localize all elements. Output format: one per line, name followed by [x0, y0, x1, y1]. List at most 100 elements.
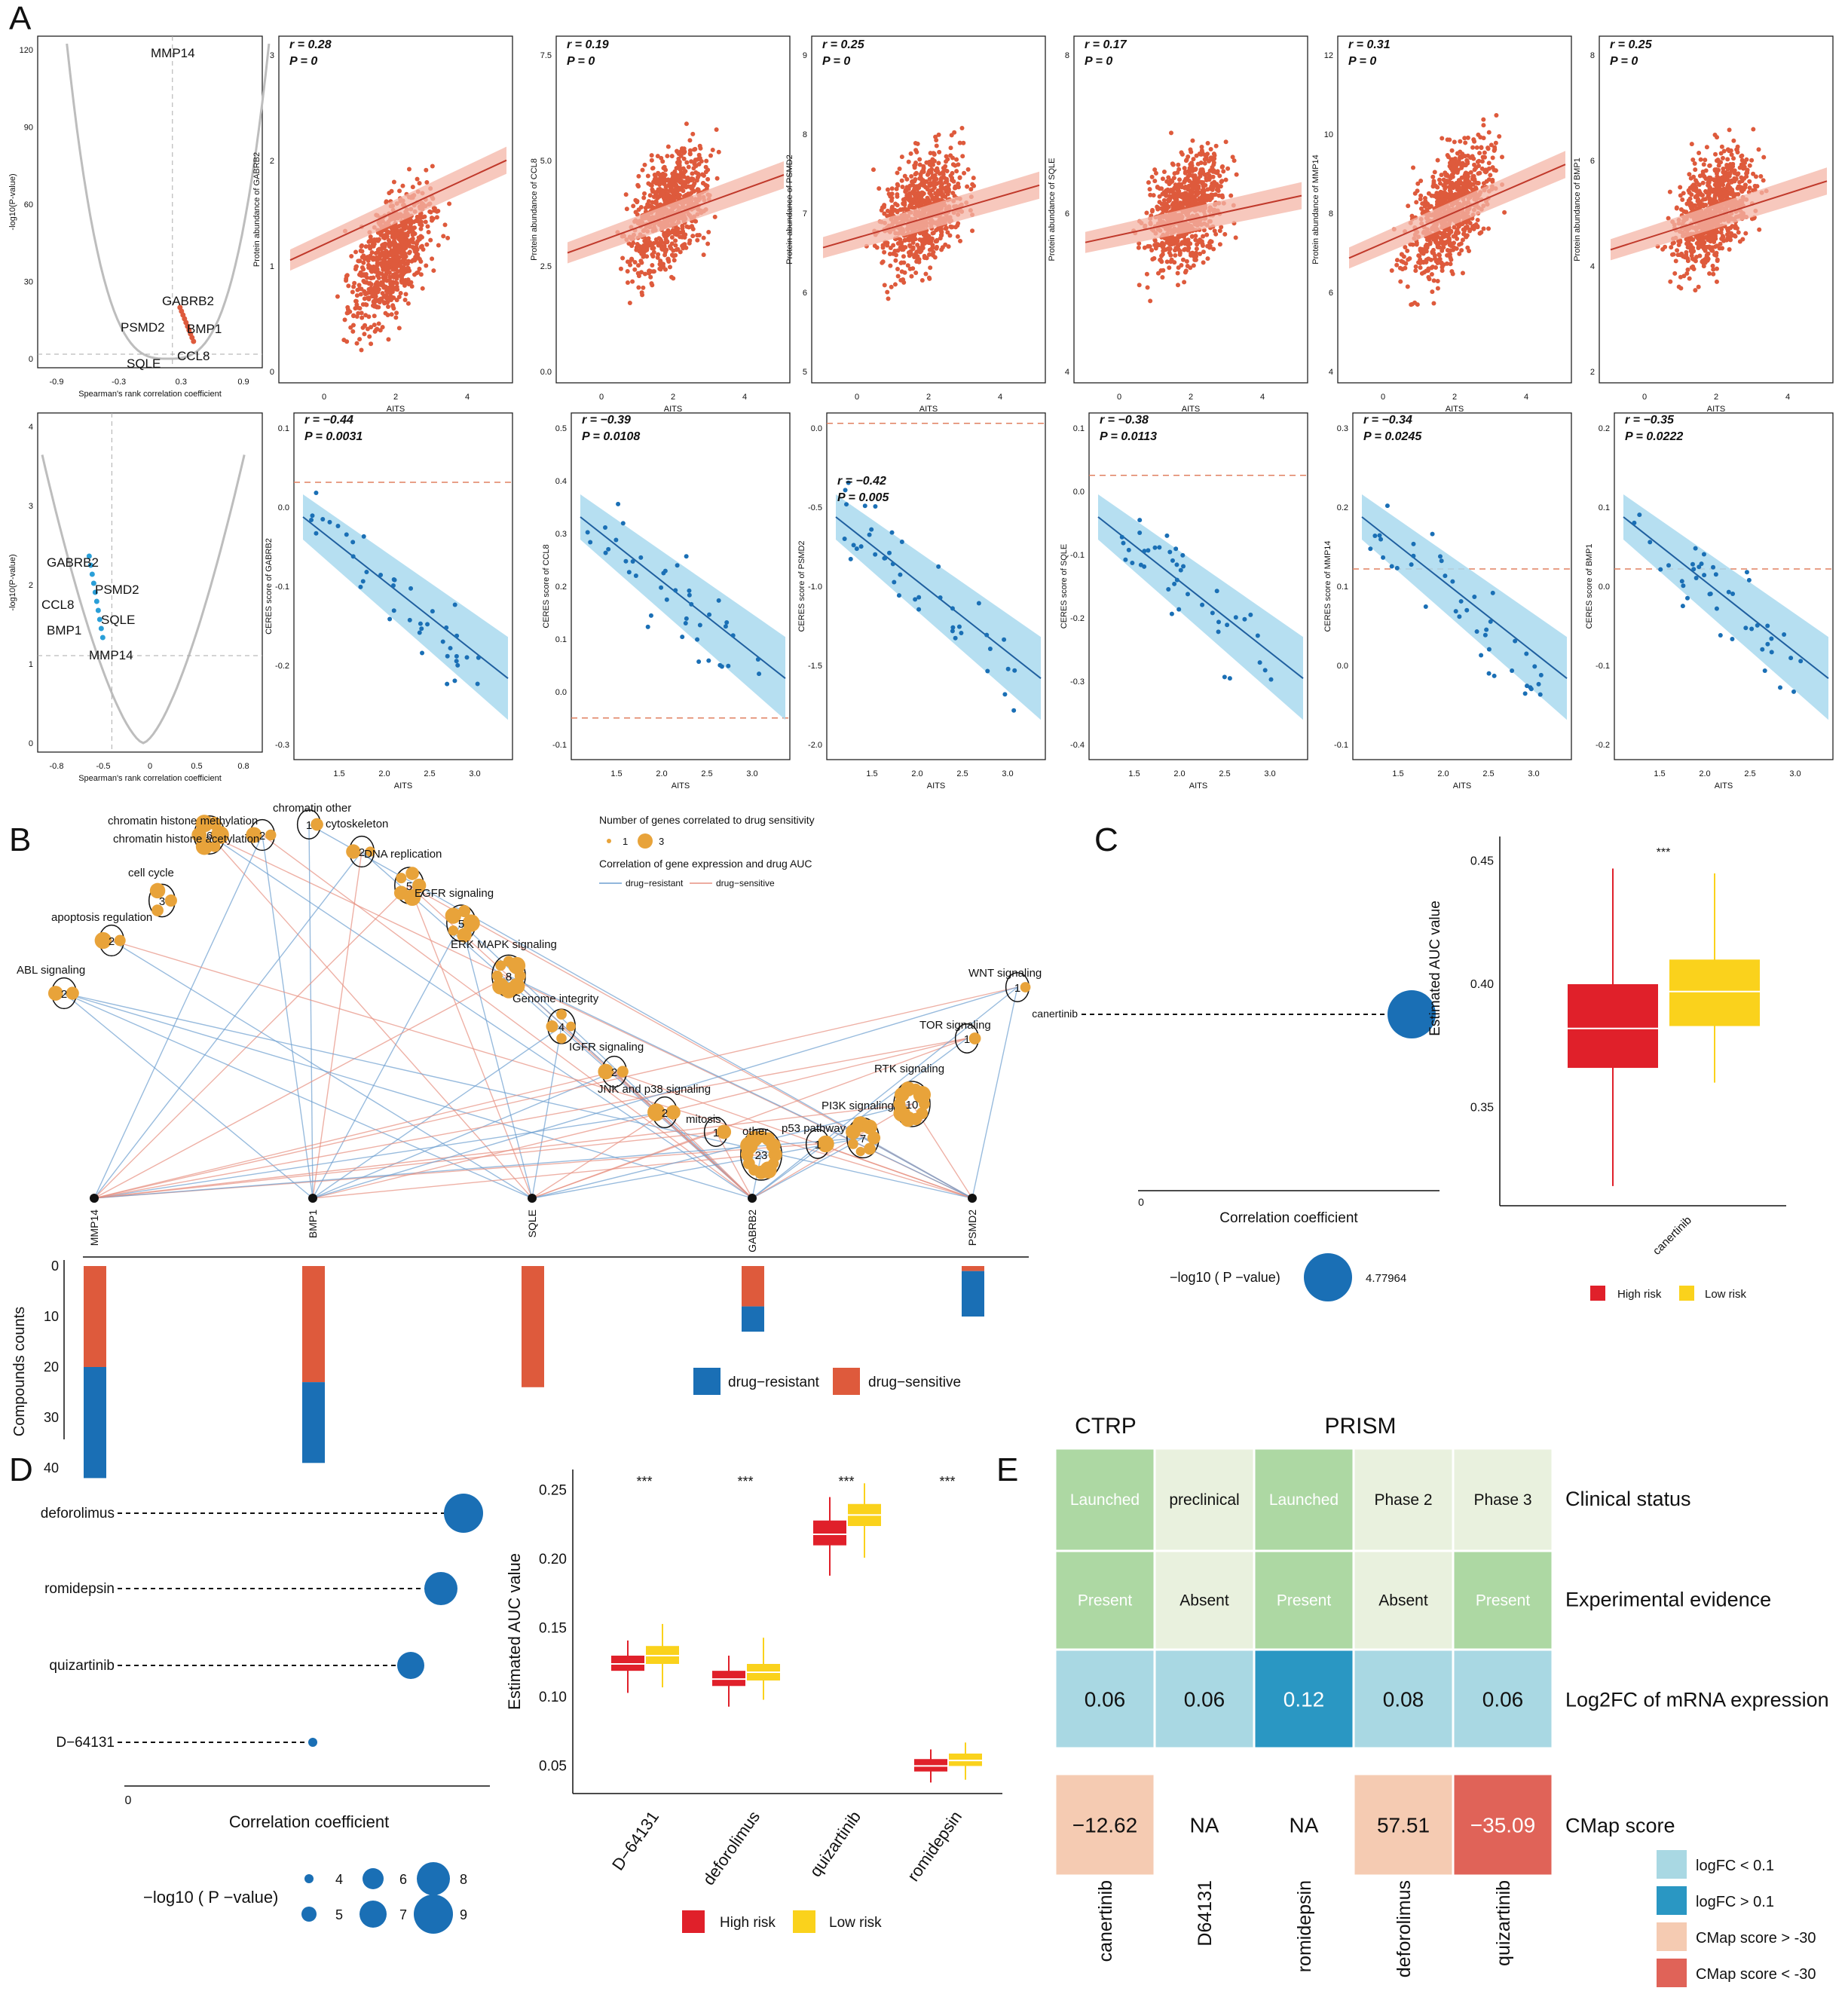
gene-label: CCL8 — [41, 598, 74, 612]
x-tick-label: 2 — [926, 393, 931, 402]
data-point — [1155, 204, 1160, 209]
data-point — [1464, 188, 1469, 193]
x-tick-label: 0.3 — [176, 378, 187, 387]
data-point — [1701, 162, 1706, 167]
data-point — [1160, 245, 1165, 250]
data-point — [1474, 180, 1479, 185]
data-point — [396, 294, 402, 299]
data-point — [1445, 152, 1450, 158]
data-point — [314, 491, 319, 496]
data-point — [898, 572, 903, 577]
data-point — [430, 609, 435, 614]
data-point — [1394, 262, 1400, 268]
highlight-point — [86, 553, 92, 559]
data-point — [687, 148, 693, 153]
data-point — [916, 249, 921, 254]
data-point — [350, 554, 356, 559]
data-point — [342, 317, 347, 323]
p-value: P = 0 — [289, 55, 317, 68]
data-point — [649, 158, 654, 163]
data-point — [918, 172, 923, 177]
x-axis-label: AITS — [672, 781, 690, 791]
data-point — [396, 326, 402, 331]
x-axis-label: AITS — [394, 781, 412, 791]
x-tick-label: 2 — [671, 393, 675, 402]
data-point — [1497, 134, 1502, 139]
plot-frame — [37, 412, 263, 753]
data-point — [899, 178, 904, 183]
data-point — [946, 244, 951, 249]
data-point — [1225, 166, 1231, 171]
data-point — [644, 254, 650, 259]
data-point — [902, 206, 907, 212]
data-point — [1648, 540, 1653, 545]
data-point — [1187, 173, 1192, 178]
data-point — [368, 276, 373, 281]
data-point — [909, 252, 914, 257]
y-axis-label: Protein abundance of GABRB2 — [252, 152, 262, 267]
data-point — [948, 145, 953, 151]
gene-label: CCL8 — [177, 349, 210, 363]
data-point — [1449, 269, 1455, 274]
data-point — [427, 209, 433, 214]
data-point — [1684, 271, 1690, 276]
data-point — [675, 563, 680, 568]
data-point — [686, 164, 691, 170]
data-point — [442, 222, 448, 228]
data-point — [687, 592, 692, 598]
data-point — [1692, 187, 1697, 192]
data-point — [689, 176, 694, 181]
data-point — [363, 244, 369, 249]
gene-label: PSMD2 — [95, 583, 139, 597]
panel-letter-d: D — [9, 1451, 33, 1488]
data-point — [1765, 641, 1770, 647]
data-point — [1172, 236, 1177, 241]
data-point — [620, 255, 626, 261]
data-point — [400, 265, 405, 270]
p-value: P = 0 — [567, 55, 595, 68]
data-point — [976, 601, 981, 606]
y-axis-label: CERES score of PSMD2 — [797, 540, 806, 632]
y-tick-label: -0.3 — [275, 741, 289, 750]
data-point — [360, 243, 365, 248]
y-tick-label: -0.2 — [1070, 614, 1085, 623]
data-point — [390, 283, 395, 288]
data-point — [1440, 197, 1445, 203]
data-point — [353, 249, 359, 255]
y-tick-label: 1 — [29, 660, 33, 669]
data-point — [415, 252, 421, 257]
data-point — [663, 188, 669, 193]
gene-label: SQLE — [101, 613, 135, 627]
data-point — [1678, 185, 1683, 190]
x-tick-label: 2.0 — [911, 769, 922, 778]
data-point — [1730, 161, 1736, 167]
data-point — [888, 245, 893, 250]
y-tick-label: 2.5 — [540, 262, 552, 271]
data-point — [1167, 242, 1173, 247]
data-point — [1743, 625, 1749, 631]
data-point — [1744, 570, 1749, 575]
data-point — [949, 133, 954, 138]
data-point — [1174, 562, 1179, 567]
data-point — [1431, 278, 1436, 283]
x-tick-label: 1.5 — [333, 769, 344, 778]
highlight-point — [98, 625, 104, 632]
data-point — [1696, 244, 1701, 249]
data-point — [335, 294, 340, 299]
data-point — [613, 537, 619, 543]
data-point — [389, 312, 394, 317]
data-point — [378, 296, 384, 301]
data-point — [411, 240, 416, 245]
data-point — [1464, 607, 1470, 613]
data-point — [630, 558, 635, 564]
data-point — [950, 606, 955, 611]
data-point — [351, 284, 356, 289]
highlight-point — [93, 598, 99, 604]
data-point — [419, 626, 424, 632]
data-point — [1696, 237, 1701, 242]
data-point — [1698, 157, 1703, 162]
data-point — [1175, 283, 1180, 288]
data-point — [854, 546, 859, 552]
data-point — [1704, 145, 1709, 150]
data-point — [1714, 279, 1719, 284]
